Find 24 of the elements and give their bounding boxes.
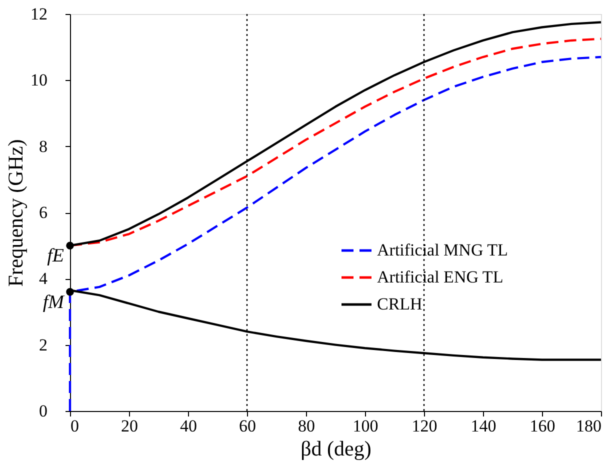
x-tick-label: 0 <box>70 416 79 436</box>
legend-label: Artificial MNG TL <box>377 240 508 260</box>
legend-label: Artificial ENG TL <box>377 268 504 286</box>
y-tick-label: 6 <box>39 203 48 222</box>
legend-label: CRLH <box>377 294 422 314</box>
annotation: fM <box>42 292 66 313</box>
x-tick-label: 60 <box>239 416 256 436</box>
y-tick-label: 0 <box>39 402 48 420</box>
y-tick-label: 8 <box>39 136 48 156</box>
y-tick-label: 4 <box>39 269 48 288</box>
x-tick-label: 40 <box>180 416 197 436</box>
x-axis-title: βd (deg) <box>300 436 372 460</box>
x-tick-label: 160 <box>530 416 556 436</box>
x-tick-label: 140 <box>470 416 496 436</box>
y-tick-label: 2 <box>39 335 48 354</box>
x-tick-label: 180 <box>576 416 602 436</box>
annotation: fE <box>47 246 64 267</box>
x-tick-label: 80 <box>298 416 315 436</box>
y-tick-label: 10 <box>30 70 48 90</box>
x-tick-label: 100 <box>352 416 378 436</box>
y-axis-title: Frequency (GHz) <box>4 139 28 287</box>
x-tick-label: 20 <box>121 416 138 436</box>
y-tick-label: 12 <box>30 4 48 24</box>
x-tick-label: 120 <box>412 416 438 436</box>
